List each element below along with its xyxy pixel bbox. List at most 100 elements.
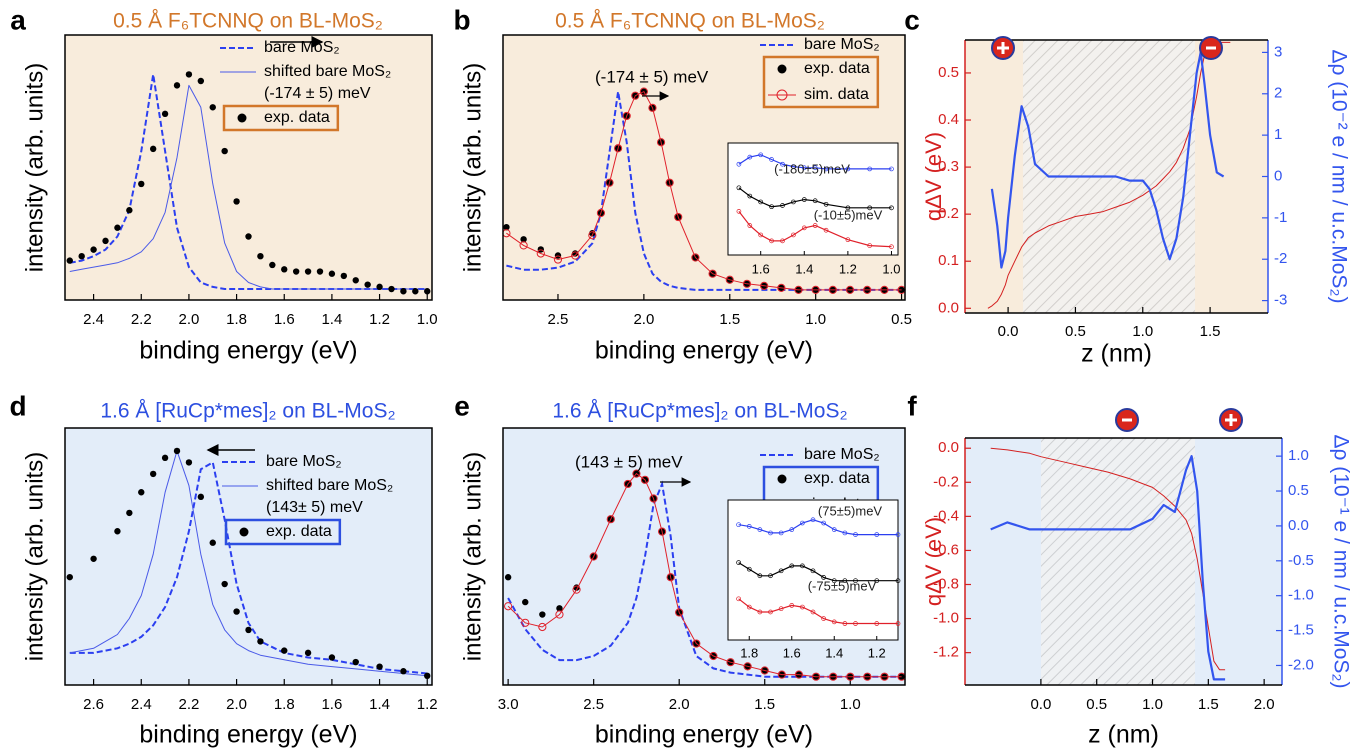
- data-point: [665, 178, 674, 187]
- inset-point: [780, 238, 785, 244]
- y2-axis-label: Δρ (10⁻² e / nm / u.c.MoS₂): [1327, 49, 1350, 303]
- plot-frame: [502, 427, 906, 686]
- data-point: [811, 285, 820, 294]
- data-point: [257, 638, 264, 645]
- inset-point: [845, 237, 851, 243]
- inset-point: [768, 609, 773, 615]
- x-tick-label: 2.0: [633, 311, 654, 328]
- data-point: [149, 145, 157, 153]
- x-tick-label: 1.5: [1198, 696, 1219, 713]
- inset-point: [842, 621, 848, 626]
- y2-tick-label: 0: [1274, 167, 1282, 184]
- legend-entry: exp. data: [237, 109, 330, 126]
- data-point: [352, 658, 359, 666]
- inset-point: [810, 609, 816, 615]
- data-point: [424, 288, 431, 295]
- inset-point: [768, 573, 773, 579]
- data-point: [388, 285, 395, 293]
- inset-point: [746, 524, 752, 529]
- data-point: [656, 138, 666, 147]
- inset-point: [895, 532, 901, 537]
- x-axis-label: binding energy (eV): [595, 337, 813, 365]
- legend-label: bare MoS₂: [804, 446, 880, 463]
- inset-point: [746, 566, 752, 572]
- data-point: [794, 285, 803, 294]
- inset-point: [845, 166, 851, 172]
- hatched-region: [1041, 438, 1195, 685]
- legend-entry: bare MoS₂: [222, 453, 342, 470]
- data-point: [209, 539, 216, 546]
- inset-point: [867, 205, 873, 211]
- data-point: [197, 77, 205, 85]
- x-axis-label: z (nm): [1081, 340, 1152, 368]
- data-point: [640, 475, 650, 484]
- panel-letter: d: [9, 390, 26, 421]
- data-point: [221, 580, 228, 588]
- inset-point: [874, 621, 880, 626]
- y-tick-label: 0.5: [938, 64, 959, 81]
- inset-point: [736, 522, 741, 528]
- legend-entry: bare MoS₂: [760, 446, 880, 463]
- y-tick-label: -0.6: [933, 541, 959, 558]
- chart-title: 0.5 Å F₆TCNNQ on BL-MoS₂: [113, 10, 383, 33]
- data-point: [340, 272, 348, 280]
- chart-layer: 2.4 2.2 2.0 1.8 1.6 1.4 1.2 1.0 a 0.5 Å F₆TCNNQ o…: [9, 4, 1352, 748]
- series-line: [69, 84, 428, 290]
- legend-label: bare MoS₂: [266, 453, 342, 470]
- inset-point: [736, 161, 742, 167]
- data-point: [102, 237, 109, 245]
- data-point: [504, 574, 512, 581]
- data-point: [520, 236, 527, 243]
- y-tick-label: -1.2: [933, 644, 959, 661]
- inset-point: [800, 520, 805, 526]
- legend-label: exp. data: [264, 109, 330, 126]
- inset-point: [769, 238, 774, 244]
- data-point: [257, 252, 264, 260]
- inset-point: [736, 596, 741, 602]
- legend-entry: bare MoS₂: [760, 36, 880, 53]
- data-point: [614, 144, 623, 153]
- inset-point: [789, 603, 795, 608]
- x-tick-label: 1.6: [321, 696, 342, 713]
- data-point: [691, 253, 700, 262]
- x-tick-label: 1.0: [417, 311, 438, 328]
- legend-label: exp. data: [266, 523, 332, 540]
- y2-tick-label: 0.0: [1288, 517, 1309, 534]
- inset-point: [867, 243, 873, 248]
- series-line: [990, 447, 1226, 671]
- x-tick-label: 1.0: [1132, 323, 1153, 340]
- data-point: [760, 666, 769, 675]
- plot-frame: [502, 34, 906, 301]
- x-tick-label: 2.2: [178, 696, 199, 713]
- data-point: [649, 494, 658, 503]
- y-tick-label: -0.4: [933, 507, 959, 524]
- y2-tick-label: 1: [1274, 126, 1282, 143]
- data-point: [632, 469, 641, 478]
- data-point: [829, 672, 838, 681]
- inset-annotation: (-75±5)meV: [808, 578, 877, 593]
- legend-label: exp. data: [804, 60, 870, 77]
- x-tick-label: 2.0: [226, 696, 247, 713]
- inset-point: [853, 532, 858, 537]
- data-point: [760, 281, 769, 290]
- legend-label: shifted bare MoS₂ (143± 5) meV: [266, 477, 393, 516]
- inset-point: [757, 527, 763, 532]
- data-point: [588, 231, 597, 240]
- x-axis-label: z (nm): [1088, 721, 1159, 749]
- inset-x-tick-label: 1.2: [868, 645, 886, 660]
- inset-point: [821, 616, 826, 621]
- data-point: [281, 266, 288, 273]
- legend-box: [762, 55, 880, 109]
- y2-tick-label: -0.5: [1288, 552, 1314, 569]
- y-axis-label: intensity (arb. units): [21, 452, 48, 661]
- series-line: [990, 51, 1225, 269]
- inset-point: [889, 244, 894, 250]
- inset-point: [823, 201, 829, 207]
- x-tick-label: 1.0: [1142, 696, 1163, 713]
- x-tick-label: 1.8: [274, 696, 295, 713]
- legend-entry: sim. data: [768, 86, 869, 103]
- data-point: [863, 285, 872, 294]
- data-point: [138, 180, 145, 188]
- data-point: [674, 212, 683, 222]
- inset-point: [874, 532, 880, 537]
